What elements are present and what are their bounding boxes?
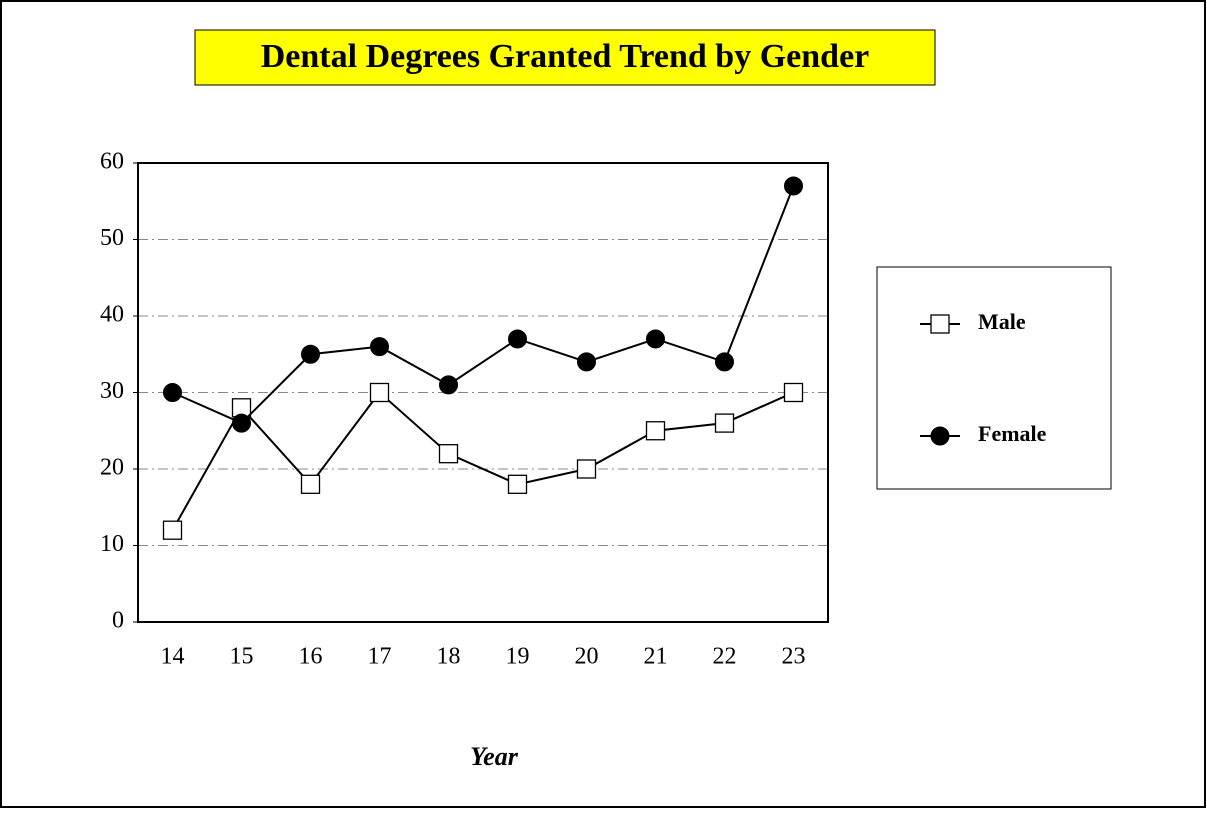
marker	[577, 352, 596, 372]
x-tick-label: 16	[299, 644, 323, 670]
marker	[232, 413, 251, 433]
y-tick-label: 50	[100, 225, 124, 251]
legend-label: Female	[978, 421, 1047, 446]
x-tick-label: 20	[575, 644, 599, 670]
y-tick-label: 40	[100, 302, 124, 328]
marker	[163, 383, 182, 402]
title-box	[194, 29, 936, 86]
marker	[300, 474, 321, 494]
marker	[715, 352, 734, 372]
x-tick-label: 15	[230, 644, 254, 670]
marker	[576, 459, 597, 479]
series-line	[172, 185, 795, 425]
marker	[508, 329, 527, 349]
legend-box	[876, 266, 1112, 490]
marker	[162, 520, 183, 540]
x-tick-label: 21	[644, 644, 668, 670]
marker	[784, 176, 803, 196]
x-tick-label: 19	[506, 644, 530, 670]
marker	[369, 382, 390, 403]
marker	[439, 375, 458, 395]
y-tick-label: 0	[112, 608, 124, 634]
x-tick-label: 22	[713, 644, 737, 670]
x-axis-label: Year	[470, 742, 519, 771]
y-tick-label: 20	[100, 455, 124, 481]
x-tick-label: 18	[437, 644, 461, 670]
marker	[370, 337, 389, 357]
marker	[438, 444, 459, 464]
marker	[646, 329, 665, 349]
x-tick-label: 23	[782, 644, 806, 670]
legend-label: Male	[978, 309, 1026, 334]
y-tick-label: 10	[100, 531, 124, 557]
marker	[930, 426, 950, 446]
marker	[714, 413, 735, 433]
marker	[301, 344, 320, 364]
x-tick-label: 17	[368, 644, 392, 670]
marker	[645, 421, 666, 441]
marker	[930, 314, 950, 334]
y-tick-label: 30	[100, 378, 124, 404]
marker	[507, 474, 528, 494]
chart-title: Dental Degrees Granted Trend by Gender	[261, 38, 870, 75]
marker	[783, 382, 804, 403]
y-tick-label: 60	[100, 149, 124, 175]
plot-area	[137, 162, 829, 623]
x-tick-label: 14	[161, 644, 185, 670]
series-line	[171, 391, 794, 531]
